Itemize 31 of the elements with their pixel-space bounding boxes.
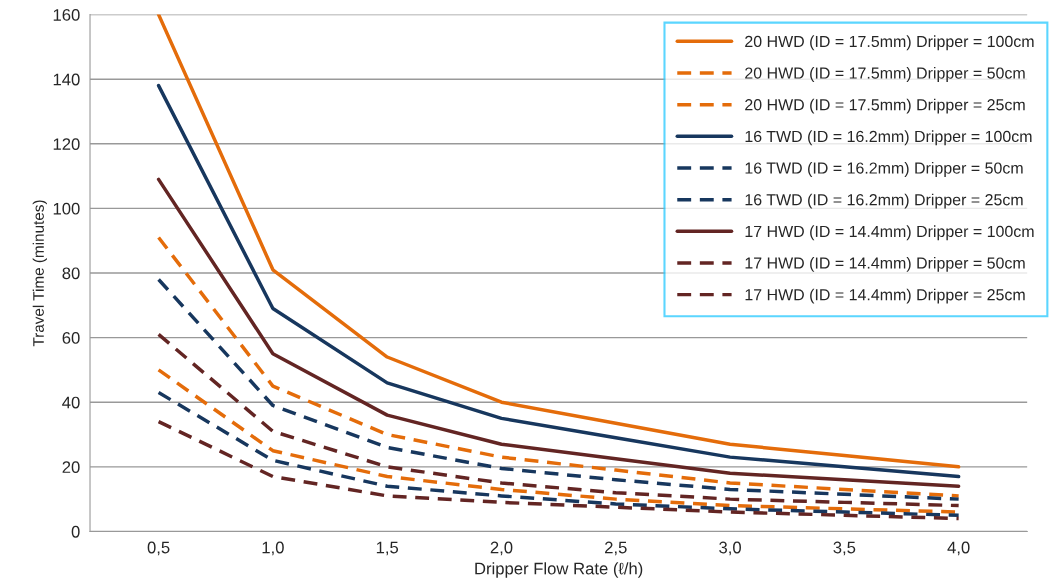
x-tick-label: 2,0 (490, 541, 513, 556)
legend-label: 16 TWD (ID = 16.2mm) Dripper = 25cm (745, 193, 1023, 209)
legend-label: 16 TWD (ID = 16.2mm) Dripper = 100cm (745, 130, 1032, 146)
y-tick-label: 80 (62, 267, 80, 280)
line-series (156, 332, 961, 508)
y-tick-label: 120 (53, 138, 80, 151)
legend-label: 20 HWD (ID = 17.5mm) Dripper = 100cm (745, 35, 1034, 51)
x-tick-label: 4,0 (947, 541, 970, 556)
x-tick-label: 0,5 (147, 541, 170, 556)
y-tick-label: 0 (71, 525, 80, 538)
legend-label: 20 HWD (ID = 17.5mm) Dripper = 25cm (745, 98, 1025, 114)
x-axis-title: Dripper Flow Rate (ℓ/h) (475, 562, 643, 578)
x-tick-label: 1,0 (262, 541, 284, 556)
legend-label: 17 HWD (ID = 14.4mm) Dripper = 50cm (745, 256, 1025, 272)
x-tick-label: 2,5 (605, 541, 627, 556)
y-axis-title: Travel Time (minutes) (32, 200, 47, 347)
x-tick-label: 3,0 (719, 541, 741, 556)
line-series (156, 419, 961, 521)
legend-label: 17 HWD (ID = 14.4mm) Dripper = 100cm (745, 225, 1034, 241)
y-tick-label: 40 (62, 396, 80, 409)
legend-label: 20 HWD (ID = 17.5mm) Dripper = 50cm (745, 67, 1025, 82)
line-series (156, 390, 961, 518)
y-tick-label: 60 (62, 332, 80, 344)
y-tick-label: 140 (53, 73, 80, 86)
legend-label: 16 TWD (ID = 16.2mm) Dripper = 50cm (745, 162, 1023, 177)
x-tick-label: 1,5 (376, 541, 399, 556)
y-tick-label: 160 (53, 9, 80, 21)
y-tick-label: 20 (62, 461, 80, 474)
y-tick-label: 100 (53, 202, 80, 215)
x-tick-label: 3,5 (833, 541, 856, 556)
legend-label: 17 HWD (ID = 14.4mm) Dripper = 25cm (745, 288, 1025, 304)
